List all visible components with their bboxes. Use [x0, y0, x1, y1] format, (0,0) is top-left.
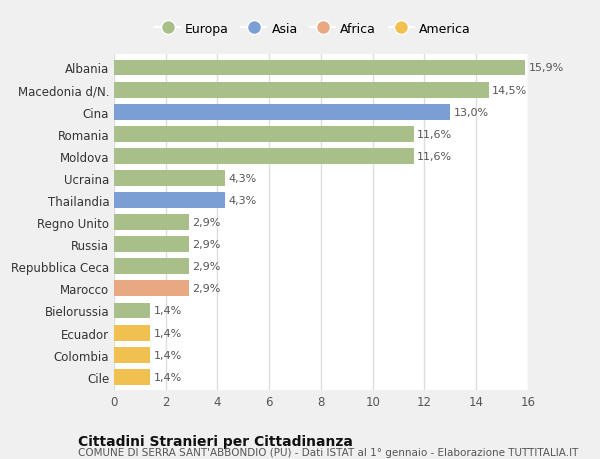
Bar — [114, 325, 150, 341]
Text: 2,9%: 2,9% — [192, 218, 221, 228]
Text: 1,4%: 1,4% — [154, 372, 182, 382]
Text: 2,9%: 2,9% — [192, 284, 221, 294]
Bar — [114, 237, 189, 252]
Text: 13,0%: 13,0% — [454, 107, 488, 118]
Bar — [114, 149, 414, 164]
Text: 2,9%: 2,9% — [192, 262, 221, 272]
Bar — [114, 171, 225, 186]
Bar — [114, 259, 189, 274]
Text: 14,5%: 14,5% — [492, 85, 527, 95]
Text: Cittadini Stranieri per Cittadinanza: Cittadini Stranieri per Cittadinanza — [78, 434, 353, 448]
Bar — [114, 193, 225, 208]
Text: 2,9%: 2,9% — [192, 240, 221, 250]
Text: 1,4%: 1,4% — [154, 328, 182, 338]
Text: 4,3%: 4,3% — [229, 196, 257, 206]
Text: COMUNE DI SERRA SANT'ABBONDIO (PU) - Dati ISTAT al 1° gennaio - Elaborazione TUT: COMUNE DI SERRA SANT'ABBONDIO (PU) - Dat… — [78, 448, 578, 458]
Bar — [114, 83, 489, 98]
Text: 4,3%: 4,3% — [229, 174, 257, 184]
Bar — [114, 105, 451, 120]
Bar — [114, 127, 414, 142]
Legend: Europa, Asia, Africa, America: Europa, Asia, Africa, America — [150, 18, 475, 41]
Text: 1,4%: 1,4% — [154, 306, 182, 316]
Bar — [114, 369, 150, 385]
Bar — [114, 215, 189, 230]
Text: 11,6%: 11,6% — [417, 129, 452, 140]
Bar — [114, 281, 189, 297]
Text: 1,4%: 1,4% — [154, 350, 182, 360]
Text: 11,6%: 11,6% — [417, 151, 452, 162]
Text: 15,9%: 15,9% — [529, 63, 564, 73]
Bar — [114, 303, 150, 319]
Bar — [114, 347, 150, 363]
Bar — [114, 61, 526, 76]
